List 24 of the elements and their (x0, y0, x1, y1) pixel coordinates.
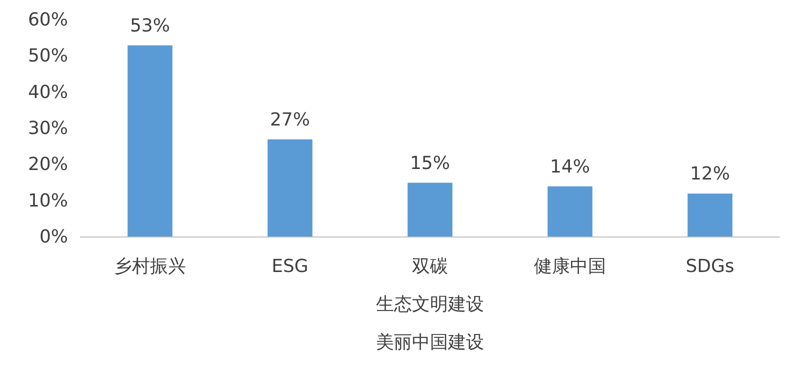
y-tick-label: 20% (28, 154, 68, 176)
bar (548, 186, 592, 237)
bar (688, 194, 732, 237)
y-tick-label: 50% (28, 46, 68, 67)
data-label: 53% (130, 15, 170, 36)
y-tick-label: 40% (28, 82, 68, 103)
y-tick-label: 0% (39, 226, 68, 248)
text: 美丽中国建设 (376, 332, 484, 353)
x-tick-label: 双碳 (412, 256, 448, 277)
data-label: 14% (550, 156, 590, 178)
y-tick-label: 30% (28, 118, 68, 139)
data-label: 12% (690, 164, 730, 185)
data-label: 15% (410, 152, 450, 174)
x-tick-label: SDGs (686, 256, 734, 277)
y-tick-label: 10% (28, 190, 68, 212)
y-tick-label: 60% (28, 10, 68, 30)
text: 生态文明建设 (376, 294, 484, 315)
x-tick-label: 乡村振兴 (114, 256, 186, 277)
x-tick-label: 健康中国 (534, 256, 606, 277)
bar (128, 45, 172, 237)
bar (268, 139, 312, 237)
data-label: 27% (270, 109, 310, 130)
x-tick-label: ESG (272, 256, 308, 277)
bar (408, 182, 452, 237)
